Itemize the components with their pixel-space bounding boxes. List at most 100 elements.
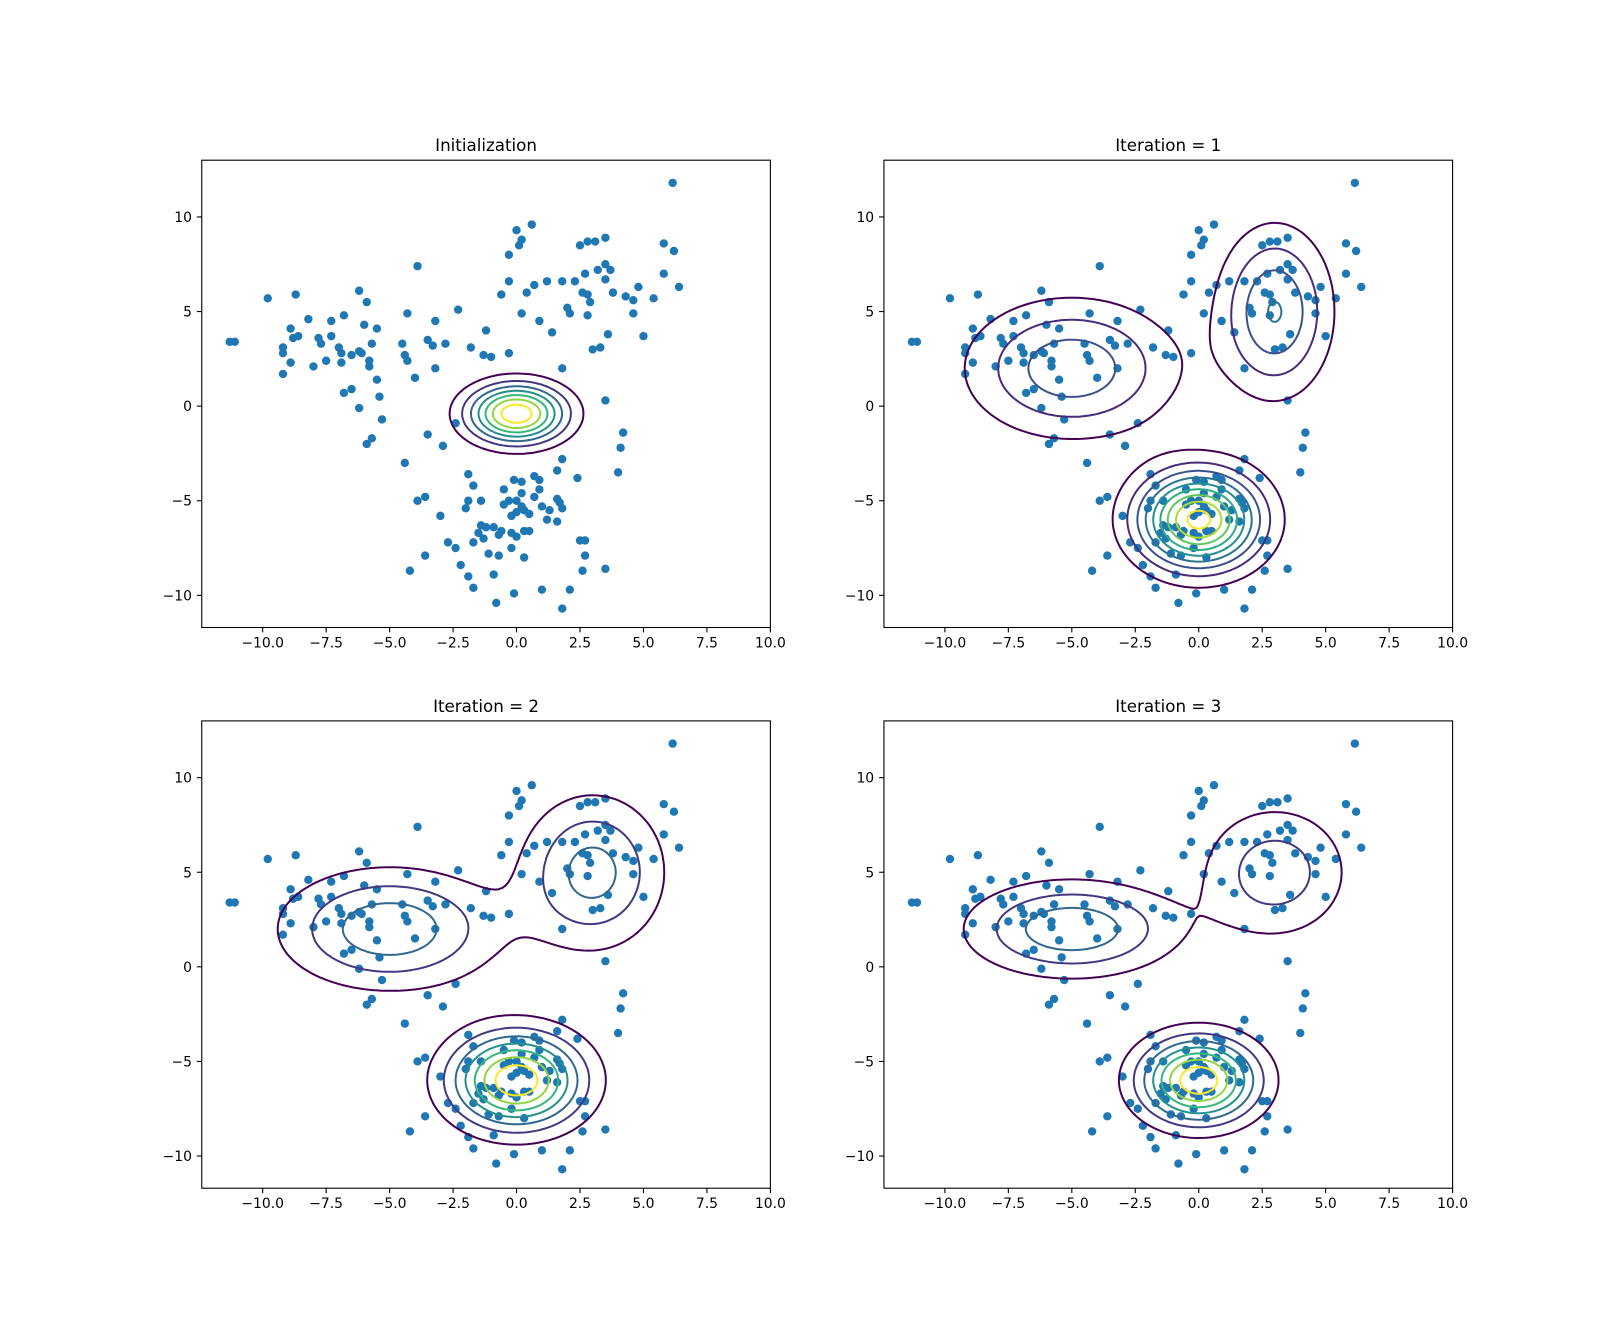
- scatter-point: [1247, 309, 1257, 318]
- scatter-point: [479, 911, 488, 920]
- scatter-point: [466, 903, 476, 913]
- scatter-point: [431, 364, 440, 373]
- x-tick-label: 7.5: [1378, 636, 1400, 652]
- scatter-point: [1009, 892, 1018, 902]
- scatter-point: [535, 475, 544, 485]
- scatter-point: [1341, 799, 1351, 809]
- scatter-point: [230, 337, 239, 347]
- scatter-point: [486, 913, 496, 922]
- y-tick-label: −10: [163, 1149, 192, 1165]
- scatter-point: [519, 553, 529, 562]
- scatter-point: [1164, 886, 1173, 896]
- scatter-point: [327, 877, 336, 886]
- x-tick-label: 10.0: [755, 636, 786, 652]
- x-tick-label: −7.5: [309, 636, 343, 652]
- scatter-point: [1186, 250, 1196, 259]
- y-tick-label: 5: [865, 865, 874, 881]
- scatter-point: [291, 851, 300, 860]
- scatter-point: [294, 331, 303, 341]
- scatter-point: [1316, 843, 1325, 852]
- scatter-point: [489, 1131, 498, 1140]
- scatter-point: [588, 905, 597, 915]
- scatter-point: [362, 439, 371, 449]
- scatter-point: [973, 851, 983, 860]
- x-tick-label: −7.5: [991, 636, 1025, 652]
- x-tick-label: −10.0: [241, 1196, 284, 1212]
- scatter-point: [278, 369, 288, 379]
- scatter-point: [410, 934, 420, 943]
- scatter-point: [1082, 458, 1092, 468]
- contour-line: [1166, 494, 1231, 546]
- x-tick-label: 7.5: [1378, 1196, 1400, 1212]
- scatter-point: [1357, 282, 1366, 292]
- scatter-point: [1080, 900, 1089, 909]
- scatter-point: [1095, 1057, 1104, 1066]
- scatter-point: [316, 339, 326, 348]
- contour-line: [341, 846, 617, 1126]
- scatter-point: [321, 917, 331, 926]
- scatter-point: [1230, 888, 1239, 898]
- scatter-point: [504, 496, 514, 505]
- plot-area: [907, 739, 1366, 1174]
- scatter-point: [669, 246, 679, 256]
- scatter-point: [552, 1026, 562, 1036]
- scatter-point: [1288, 265, 1297, 275]
- scatter-point: [339, 949, 349, 958]
- scatter-point: [443, 538, 453, 547]
- scatter-point: [1217, 1036, 1226, 1045]
- contour-line: [1160, 1052, 1237, 1109]
- contour-line: [1186, 509, 1211, 530]
- x-tick-label: −10.0: [924, 1196, 967, 1212]
- scatter-point: [583, 871, 592, 881]
- scatter-point: [423, 430, 432, 439]
- scatter-point: [1085, 309, 1094, 318]
- scatter-point: [552, 517, 562, 526]
- scatter-point: [1258, 801, 1267, 811]
- scatter-point: [542, 515, 552, 524]
- scatter-point: [420, 1053, 430, 1062]
- scatter-point: [517, 796, 526, 805]
- scatter-point: [1235, 1078, 1244, 1087]
- scatter-point: [1247, 585, 1257, 594]
- scatter-point: [413, 822, 422, 832]
- scatter-point: [1120, 441, 1130, 451]
- scatter-point: [497, 290, 506, 299]
- scatter-point: [596, 343, 605, 352]
- x-tick-label: −10.0: [924, 636, 967, 652]
- scatter-point: [278, 930, 288, 939]
- scatter-point: [428, 341, 437, 350]
- x-tick-label: 7.5: [696, 636, 718, 652]
- scatter-point: [517, 309, 526, 318]
- scatter-point: [362, 297, 371, 307]
- scatter-point: [286, 919, 295, 928]
- contour-line: [276, 794, 666, 1146]
- scatter-point: [583, 851, 592, 860]
- scatter-point: [504, 837, 514, 847]
- scatter-point: [339, 388, 349, 398]
- scatter-point: [1311, 309, 1320, 318]
- scatter-point: [347, 384, 356, 394]
- scatter-point: [431, 877, 440, 886]
- scatter-point: [580, 536, 590, 545]
- scatter-point: [659, 269, 668, 278]
- scatter-point: [1042, 881, 1051, 890]
- scatter-point: [512, 496, 521, 505]
- scatter-point: [530, 492, 539, 502]
- y-tick-label: 0: [183, 960, 192, 976]
- scatter-point: [535, 316, 544, 326]
- scatter-point: [1186, 811, 1196, 820]
- scatter-point: [1283, 1125, 1292, 1134]
- y-tick-label: −5: [854, 494, 874, 510]
- scatter-point: [263, 854, 272, 864]
- scatter-point: [1283, 956, 1292, 966]
- y-tick-label: 10: [856, 210, 874, 226]
- scatter-point: [403, 869, 412, 879]
- scatter-point: [968, 885, 978, 894]
- scatter-point: [347, 945, 356, 955]
- scatter-point: [423, 335, 432, 345]
- scatter-point: [1288, 826, 1297, 835]
- scatter-point: [517, 488, 526, 498]
- scatter-point: [1298, 1004, 1308, 1013]
- scatter-point: [372, 936, 382, 945]
- scatter-point: [509, 589, 519, 598]
